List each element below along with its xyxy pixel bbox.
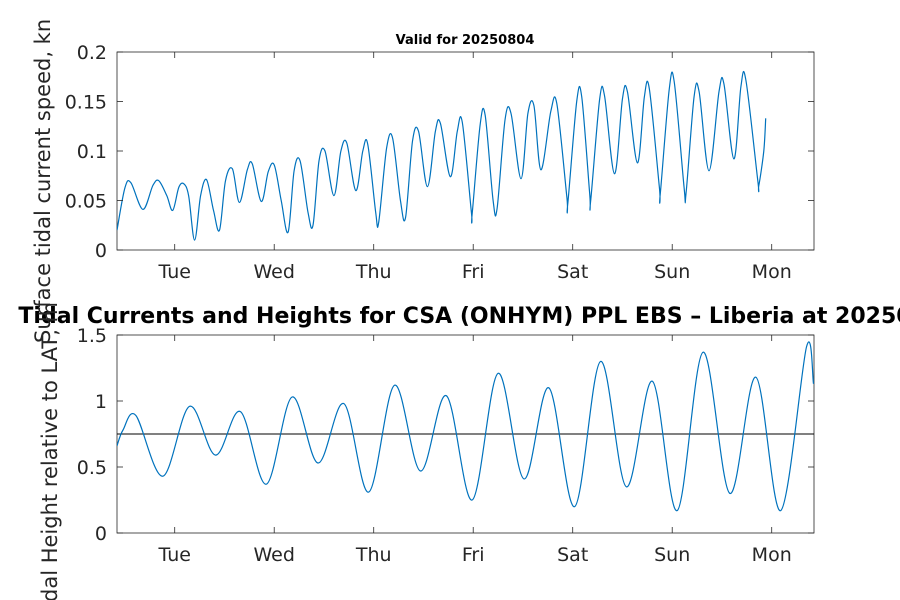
- bottom-chart-title: Tidal Currents and Heights for CSA (ONHY…: [18, 304, 900, 329]
- bot-xtick-label: Sun: [654, 544, 690, 566]
- top-series-line-0: [117, 70, 767, 241]
- bot-ytick-label: 1.5: [77, 325, 107, 347]
- top-xtick-label: Sun: [654, 261, 690, 283]
- bot-series-line-0: [117, 341, 814, 512]
- bottom-y-axis-label: Tidal Height relative to LAT, m: [38, 302, 62, 600]
- bot-xtick-label: Tue: [157, 544, 190, 566]
- bot-xtick-label: Mon: [752, 544, 792, 566]
- top-xtick-label: Wed: [253, 261, 294, 283]
- top-xtick-label: Tue: [157, 261, 190, 283]
- top-xtick-label: Thu: [355, 261, 392, 283]
- bot-ytick-label: 1: [95, 391, 107, 413]
- bot-xtick-label: Wed: [253, 544, 294, 566]
- bot-xtick-label: Sat: [557, 544, 588, 566]
- top-ytick-label: 0.1: [77, 141, 107, 163]
- bot-xtick-label: Fri: [462, 544, 485, 566]
- top-xtick-label: Mon: [752, 261, 792, 283]
- top-ytick-label: 0: [95, 240, 107, 262]
- chart-top: 0 0.05 0.1 0.15 0.2 Tue Wed Thu Fri Sat Sun Mon Va…: [65, 33, 815, 283]
- top-y-axis-label: Surface tidal current speed, kn: [31, 19, 55, 343]
- bot-ytick-label: 0.5: [77, 457, 107, 479]
- top-ytick-label: 0.05: [65, 191, 107, 213]
- bot-ytick-label: 0: [95, 523, 107, 545]
- chart-bottom: 0 0.5 1 1.5 Tue Wed Thu Fri Sat Sun Mon Tidal Cur…: [18, 304, 900, 566]
- bot-xtick-label: Thu: [355, 544, 392, 566]
- top-ytick-label: 0.2: [77, 42, 107, 64]
- top-ytick-label: 0.15: [65, 92, 107, 114]
- top-chart-title: Valid for 20250804: [396, 33, 535, 48]
- top-xtick-label: Fri: [462, 261, 485, 283]
- top-xtick-label: Sat: [557, 261, 588, 283]
